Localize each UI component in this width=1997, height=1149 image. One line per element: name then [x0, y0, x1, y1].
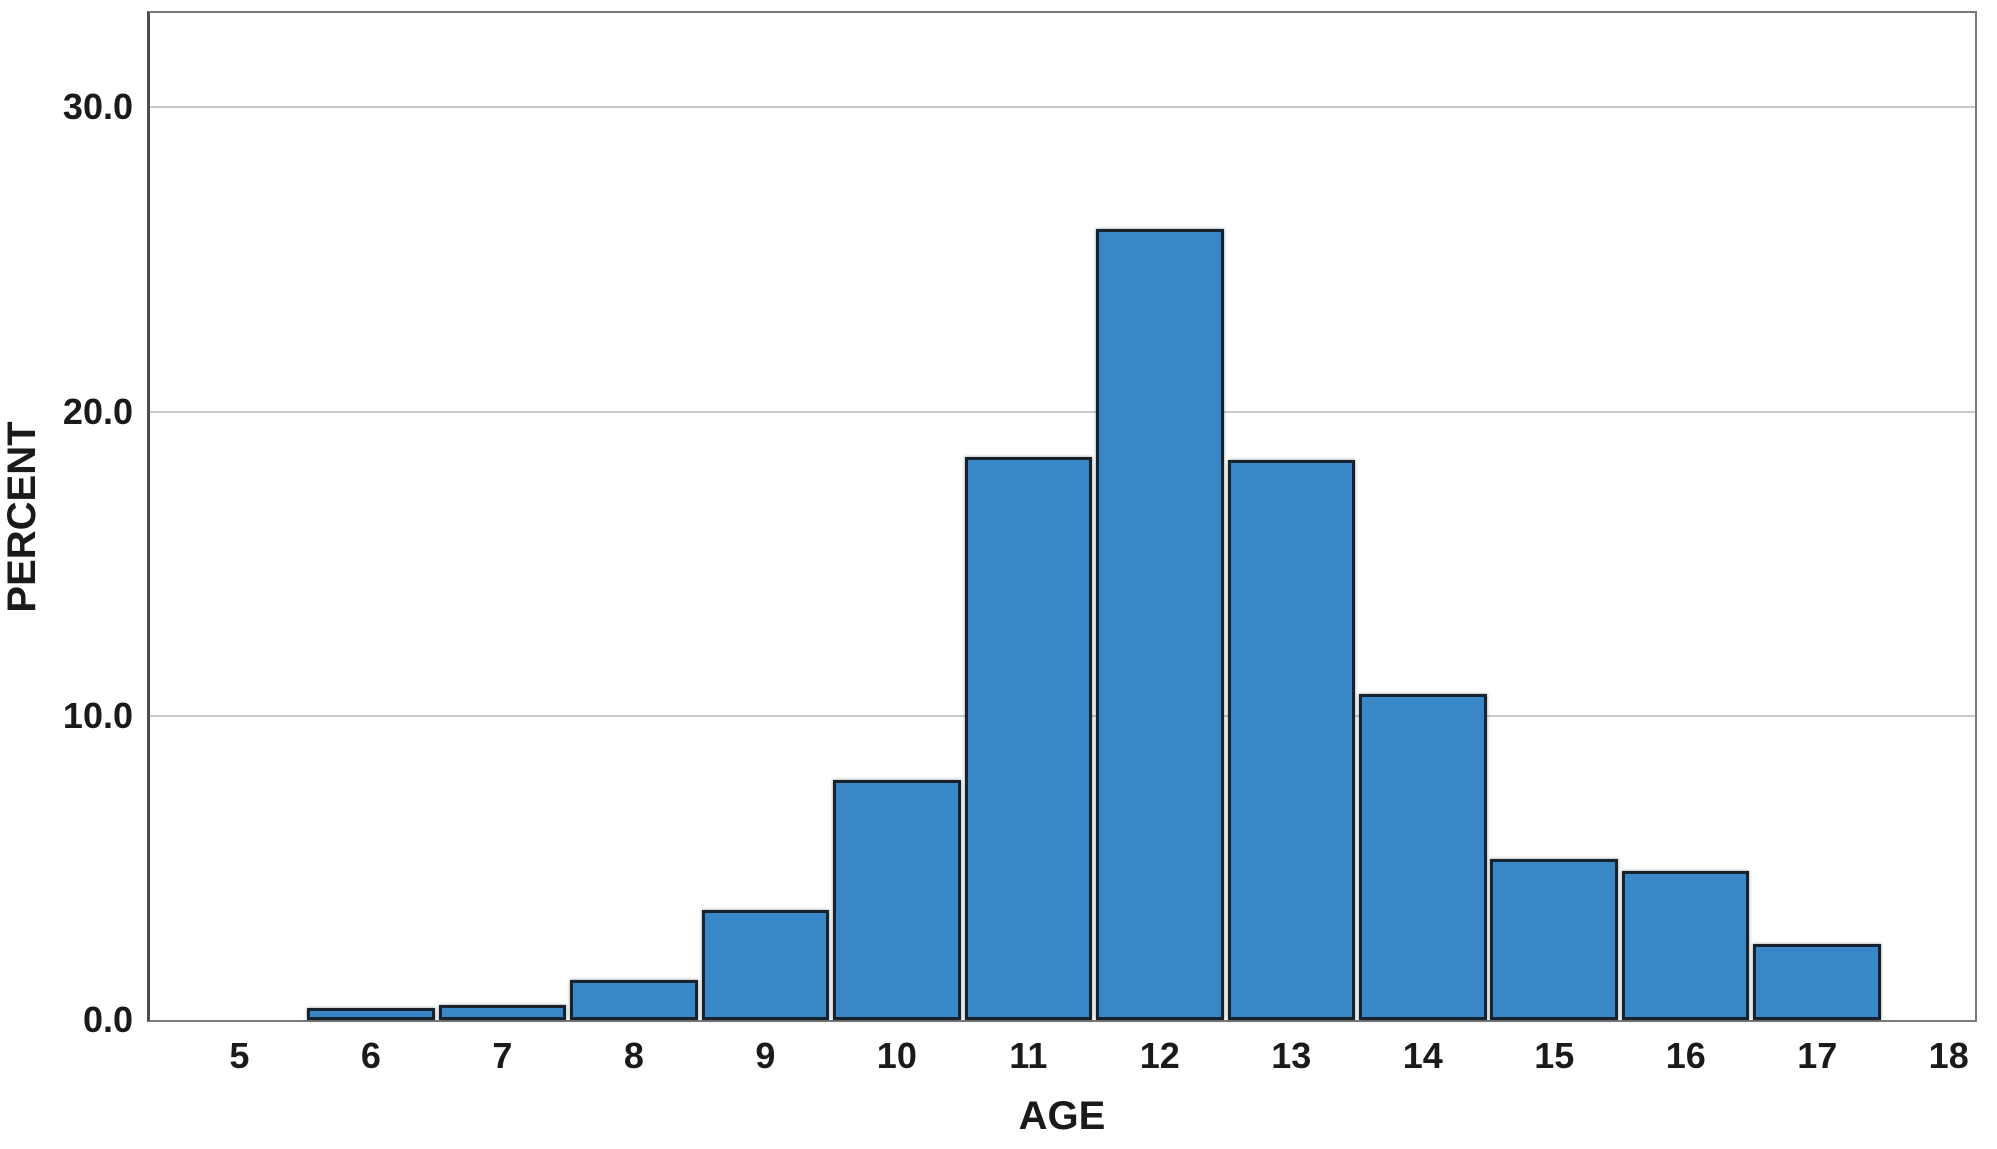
x-tick-label-16: 16 — [1665, 1035, 1706, 1076]
bar-age-7 — [438, 1004, 567, 1020]
bar-age-16 — [1621, 870, 1750, 1020]
x-tick-label-10: 10 — [876, 1035, 917, 1076]
y-tick-label-10.0: 10.0 — [62, 694, 133, 736]
bar-age-8 — [570, 980, 698, 1020]
bar-age-13 — [1227, 460, 1356, 1020]
bar-age-11 — [964, 457, 1093, 1020]
plot-area — [147, 11, 1977, 1022]
y-tick-label-0.0: 0.0 — [82, 999, 133, 1040]
x-tick-label-7: 7 — [492, 1035, 513, 1076]
bar-age-10 — [833, 779, 961, 1020]
x-tick-label-6: 6 — [360, 1035, 381, 1076]
y-tick-label-20.0: 20.0 — [62, 390, 133, 432]
x-tick-label-9: 9 — [755, 1035, 776, 1076]
bar-age-15 — [1490, 858, 1618, 1020]
x-tick-label-15: 15 — [1534, 1035, 1575, 1076]
bar-age-12 — [1096, 229, 1224, 1020]
x-tick-label-14: 14 — [1402, 1035, 1443, 1076]
gridline-20 — [150, 410, 1975, 413]
x-tick-label-5: 5 — [229, 1035, 250, 1076]
bar-age-9 — [701, 910, 830, 1020]
x-axis-title: AGE — [1018, 1094, 1106, 1138]
y-axis-title: PERCENT — [0, 420, 44, 613]
gridline-30 — [150, 106, 1975, 109]
x-tick-label-18: 18 — [1928, 1035, 1969, 1076]
x-tick-label-17: 17 — [1797, 1035, 1838, 1076]
x-tick-label-12: 12 — [1139, 1035, 1180, 1076]
x-tick-label-11: 11 — [1009, 1035, 1048, 1076]
x-tick-label-13: 13 — [1271, 1035, 1312, 1076]
x-tick-label-8: 8 — [623, 1035, 644, 1076]
y-tick-label-30.0: 30.0 — [62, 86, 133, 128]
bar-age-17 — [1753, 943, 1881, 1020]
bar-age-6 — [307, 1007, 435, 1020]
bar-age-14 — [1358, 694, 1487, 1020]
